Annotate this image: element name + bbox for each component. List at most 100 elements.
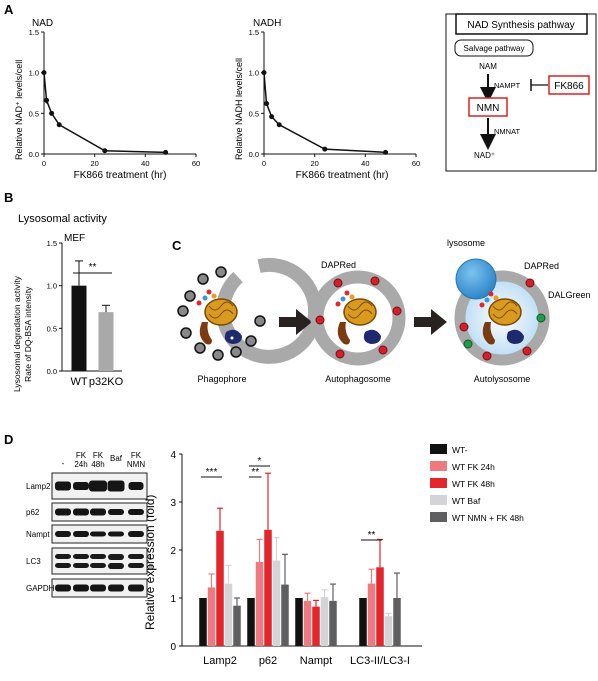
bar-3-0 <box>359 598 367 646</box>
data-point <box>41 70 47 76</box>
bar-1-3 <box>272 560 281 646</box>
bar-3-2 <box>376 567 384 646</box>
nadh-line-chart: NADH Relative NADH levels/cell FK866 tre… <box>234 18 420 181</box>
y-tick-label: 4 <box>170 450 176 461</box>
blot-band <box>90 508 106 516</box>
lane-label-fk-48h-2: 48h <box>91 460 104 469</box>
blot-band <box>128 563 144 568</box>
nadh-x-axis-label: FK866 treatment (hr) <box>296 170 389 181</box>
autophagosome-to-autolysosome-arrow <box>414 309 447 335</box>
blot-label-Lamp2: Lamp2 <box>26 482 51 491</box>
legend-swatch-0 <box>430 444 447 454</box>
blot-band <box>89 480 107 492</box>
blot-band <box>73 482 89 490</box>
nad-line-chart: NAD Relative NAD⁺ levels/cell FK866 trea… <box>14 18 200 181</box>
blot-band <box>73 554 89 559</box>
nad-synthesis-pathway-diagram: NAD Synthesis pathway Salvage pathway NA… <box>445 13 597 172</box>
category-label-p32KO: p32KO <box>89 376 124 388</box>
x-tick-label: 0 <box>262 159 266 168</box>
fk866-label: FK866 <box>554 81 584 92</box>
nad-chart-title: NAD <box>32 18 53 29</box>
y-tick-label: 1.5 <box>47 239 57 248</box>
x-tick-label: 0 <box>42 159 46 168</box>
y-tick-label: 2 <box>170 546 176 557</box>
lc3-form-i-label: I <box>149 555 151 562</box>
y-tick-label: 1.5 <box>249 28 259 37</box>
bar-1-1 <box>255 562 264 646</box>
legend-label-4: WT NMN + FK 48h <box>452 513 524 523</box>
panel-label-d: D <box>4 432 13 447</box>
bar-0-0 <box>199 598 207 646</box>
legend-swatch-3 <box>430 495 447 505</box>
data-point <box>163 149 169 155</box>
nadh-chart-title: NADH <box>253 18 281 29</box>
nadh-y-axis-label: Relative NADH levels/cell <box>234 58 244 160</box>
bar-1-0 <box>247 598 255 646</box>
nmnat-label: NMNAT <box>494 127 521 136</box>
blot-label-LC3: LC3 <box>26 557 41 566</box>
salvage-pathway-box <box>454 39 534 57</box>
y-tick-label: 0.5 <box>249 109 259 118</box>
nad-x-axis-label: FK866 treatment (hr) <box>74 170 167 181</box>
data-point <box>269 114 275 120</box>
legend-swatch-4 <box>430 512 447 522</box>
x-tick-label: 60 <box>192 159 200 168</box>
blot-band <box>108 554 124 560</box>
lysosomal-activity-bar-chart: Lysosomal activity MEF Lysosomal degrada… <box>12 213 124 392</box>
phagophore-label: Phagophore <box>197 374 246 384</box>
blot-band <box>90 584 106 592</box>
x-tick-label: 20 <box>90 159 98 168</box>
significance-label: ** <box>251 467 259 478</box>
blot-band <box>108 563 124 569</box>
phagophore-to-autophagosome-arrow <box>279 309 312 335</box>
blot-band <box>128 509 144 515</box>
bar-2-1 <box>303 600 312 646</box>
bar-0-2 <box>216 530 224 646</box>
legend-label-2: WT FK 48h <box>452 479 495 489</box>
blot-band <box>107 480 125 492</box>
autophagosome-label: Autophagosome <box>325 374 391 384</box>
blot-band <box>55 481 71 491</box>
salvage-pathway-label: Salvage pathway <box>464 44 525 53</box>
bar-2-0 <box>295 598 303 646</box>
y-tick-label: 0.5 <box>47 324 57 333</box>
lane-label-fk-nmn-1: FK <box>131 451 142 460</box>
blot-band <box>128 584 144 592</box>
autophagy-diagram: Phagophore DAPRed Autophagosome <box>177 238 591 384</box>
significance-label: ** <box>368 530 376 541</box>
legend-label-1: WT FK 24h <box>452 462 495 472</box>
data-point <box>276 122 282 128</box>
blot-frame-LC3 <box>51 547 148 575</box>
legend-label-0: WT- <box>452 445 468 455</box>
category-label-3: LC3-II/LC3-I <box>350 655 410 667</box>
y-tick-label: 0 <box>170 642 176 653</box>
lane-label-fk-48h-1: FK <box>93 451 104 460</box>
autophagosome-cell: DAPRed Autophagosome <box>310 260 406 384</box>
y-tick-label: 1.0 <box>249 69 259 78</box>
y-tick-label: 0.5 <box>29 109 39 118</box>
blot-band <box>55 508 71 516</box>
blot-band <box>55 554 71 559</box>
blot-band <box>90 554 106 559</box>
autolysosome-label: Autolysosome <box>474 374 531 384</box>
lane-label-baf: Baf <box>110 454 123 463</box>
fk866-box <box>548 75 590 95</box>
data-point <box>322 146 328 152</box>
pathway-title-box <box>455 13 588 35</box>
blot-band <box>128 554 144 559</box>
blot-band <box>90 563 106 568</box>
nad-plus-label: NAD⁺ <box>474 151 495 160</box>
blot-band <box>73 508 89 516</box>
bar-WT <box>71 285 87 371</box>
nampt-label: NAMPT <box>494 81 521 90</box>
blot-band <box>55 563 71 568</box>
blot-band <box>55 531 71 537</box>
bar-3-1 <box>367 583 376 646</box>
pathway-title: NAD Synthesis pathway <box>467 20 574 31</box>
blot-label-p62: p62 <box>26 508 40 517</box>
nmn-label: NMN <box>477 103 500 114</box>
phagophore-cell: Phagophore <box>177 257 323 384</box>
legend-label-3: WT Baf <box>452 496 481 506</box>
